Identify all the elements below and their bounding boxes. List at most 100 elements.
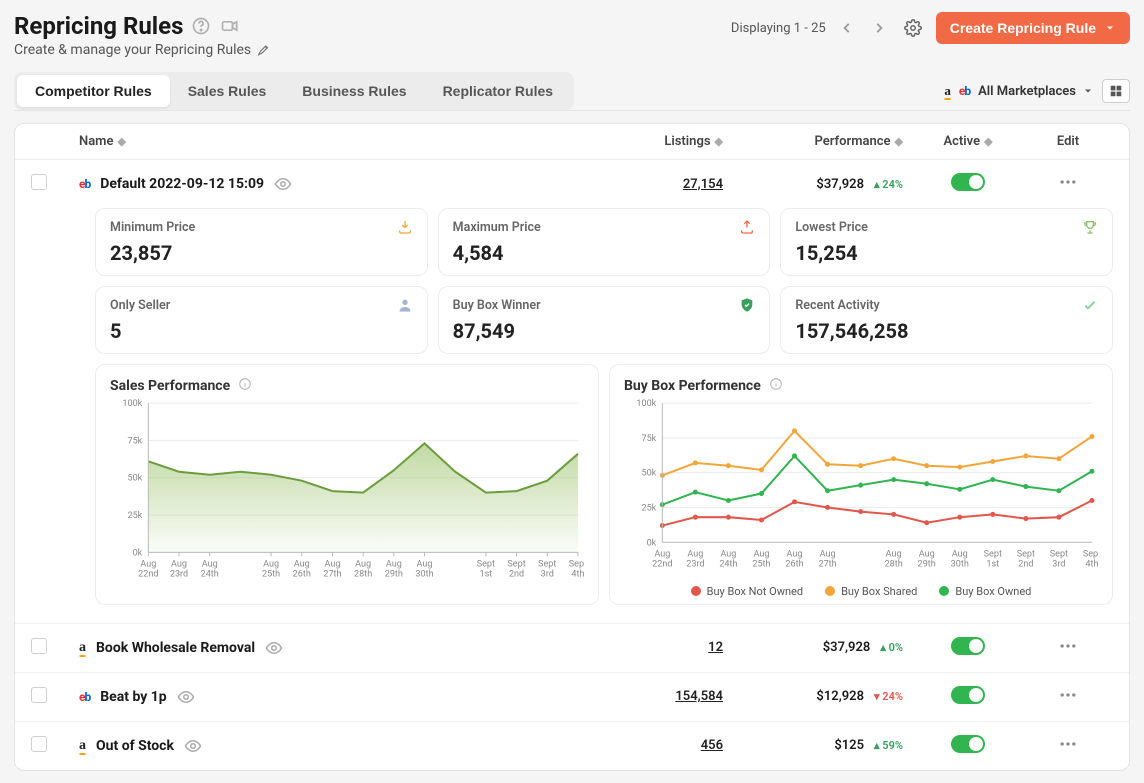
row-menu-button[interactable] xyxy=(1058,181,1078,196)
svg-text:2nd: 2nd xyxy=(1018,559,1033,569)
row-checkbox[interactable] xyxy=(31,174,47,190)
svg-text:Sept: Sept xyxy=(569,559,584,569)
shield-icon xyxy=(739,297,755,313)
rule-row: aBook Wholesale Removal12$37,928▴ 0% xyxy=(15,623,1129,672)
visibility-icon xyxy=(177,688,195,706)
svg-text:24th: 24th xyxy=(719,559,737,569)
performance-delta: ▴ 59% xyxy=(874,739,903,752)
pager-next-button[interactable] xyxy=(868,17,890,39)
settings-button[interactable] xyxy=(900,15,926,41)
rule-name-cell[interactable]: aBook Wholesale Removal xyxy=(79,639,583,657)
create-rule-button[interactable]: Create Repricing Rule xyxy=(936,12,1130,44)
svg-text:30th: 30th xyxy=(951,559,969,569)
tab-replicator-rules[interactable]: Replicator Rules xyxy=(425,75,571,107)
rule-name: Beat by 1p xyxy=(100,689,166,705)
performance-amount: $125 xyxy=(834,738,864,753)
svg-text:Aug: Aug xyxy=(952,549,968,559)
stat-value: 15,254 xyxy=(795,241,1098,265)
rule-name-cell[interactable]: eb Beat by 1p xyxy=(79,688,583,706)
svg-text:Aug: Aug xyxy=(263,559,279,569)
active-toggle[interactable] xyxy=(951,686,985,704)
tools-icon xyxy=(257,43,271,57)
svg-text:Aug: Aug xyxy=(171,559,187,569)
listings-link[interactable]: 12 xyxy=(708,640,723,655)
stat-card: Recent Activity157,546,258 xyxy=(780,286,1113,354)
svg-text:27th: 27th xyxy=(818,559,836,569)
layout-toggle-button[interactable] xyxy=(1102,79,1130,103)
svg-text:100k: 100k xyxy=(122,399,142,409)
info-icon[interactable] xyxy=(238,377,252,395)
rule-row: aOut of Stock 456 $125 ▴ 59% xyxy=(15,721,1129,770)
active-toggle[interactable] xyxy=(951,735,985,753)
ebay-icon: eb xyxy=(79,690,90,704)
ebay-icon: eb xyxy=(959,84,970,98)
stat-label: Only Seller xyxy=(110,298,170,313)
ebay-icon: eb xyxy=(79,177,90,191)
svg-text:Aug: Aug xyxy=(654,549,670,559)
svg-text:24th: 24th xyxy=(201,570,219,580)
stat-label: Minimum Price xyxy=(110,220,195,235)
svg-text:Aug: Aug xyxy=(787,549,803,559)
col-name[interactable]: Name◆ xyxy=(79,134,583,149)
active-toggle[interactable] xyxy=(951,173,985,191)
rule-row: eb Default 2022-09-12 15:09 27,154 $37,928 ▴… xyxy=(15,160,1129,208)
listings-link[interactable]: 456 xyxy=(701,738,723,753)
svg-text:Sept: Sept xyxy=(1083,549,1098,559)
svg-text:75k: 75k xyxy=(641,434,656,444)
info-icon[interactable] xyxy=(769,377,783,395)
rule-name-cell[interactable]: eb Default 2022-09-12 15:09 xyxy=(79,175,583,193)
svg-text:3rd: 3rd xyxy=(1052,559,1065,569)
svg-text:Sept: Sept xyxy=(984,549,1002,559)
performance-amount: $37,928 xyxy=(816,177,864,192)
tab-sales-rules[interactable]: Sales Rules xyxy=(170,75,285,107)
svg-text:Aug: Aug xyxy=(753,549,769,559)
active-toggle[interactable] xyxy=(951,637,985,655)
visibility-icon xyxy=(184,737,202,755)
stat-value: 5 xyxy=(110,319,413,343)
video-icon[interactable] xyxy=(219,16,241,36)
help-icon[interactable] xyxy=(191,16,211,36)
svg-text:22nd: 22nd xyxy=(652,559,672,569)
svg-text:50k: 50k xyxy=(127,474,142,484)
rule-name: Default 2022-09-12 15:09 xyxy=(100,176,264,192)
svg-text:Aug: Aug xyxy=(355,559,371,569)
col-performance[interactable]: Performance◆ xyxy=(733,134,913,149)
svg-text:25k: 25k xyxy=(641,503,656,513)
listings-link[interactable]: 27,154 xyxy=(683,177,723,192)
svg-text:Aug: Aug xyxy=(820,549,836,559)
performance-delta: ▴ 24% xyxy=(874,178,903,191)
svg-text:23rd: 23rd xyxy=(686,559,704,569)
svg-text:Sept: Sept xyxy=(1017,549,1035,559)
row-checkbox[interactable] xyxy=(31,638,47,654)
svg-text:Aug: Aug xyxy=(386,559,402,569)
listings-link[interactable]: 154,584 xyxy=(675,689,723,704)
row-menu-button[interactable] xyxy=(1058,743,1078,758)
marketplace-filter[interactable]: All Marketplaces xyxy=(978,84,1094,99)
svg-text:50k: 50k xyxy=(641,469,656,479)
svg-text:Aug: Aug xyxy=(919,549,935,559)
visibility-icon xyxy=(274,175,292,193)
tab-business-rules[interactable]: Business Rules xyxy=(284,75,424,107)
amazon-icon: a xyxy=(79,640,86,656)
performance-amount: $37,928 xyxy=(823,640,871,655)
pager-prev-button[interactable] xyxy=(836,17,858,39)
rule-name-cell[interactable]: aOut of Stock xyxy=(79,737,583,755)
col-active[interactable]: Active◆ xyxy=(913,134,1023,149)
performance-amount: $12,928 xyxy=(816,689,864,704)
svg-text:0k: 0k xyxy=(647,538,657,548)
row-menu-button[interactable] xyxy=(1058,645,1078,660)
stat-value: 23,857 xyxy=(110,241,413,265)
row-menu-button[interactable] xyxy=(1058,694,1078,709)
row-checkbox[interactable] xyxy=(31,736,47,752)
svg-text:75k: 75k xyxy=(127,436,142,446)
svg-text:1st: 1st xyxy=(480,570,493,580)
stat-label: Maximum Price xyxy=(453,220,541,235)
row-checkbox[interactable] xyxy=(31,687,47,703)
col-listings[interactable]: Listings◆ xyxy=(583,134,733,149)
svg-text:Sept: Sept xyxy=(507,559,525,569)
svg-text:29th: 29th xyxy=(385,570,403,580)
tab-competitor-rules[interactable]: Competitor Rules xyxy=(17,75,170,107)
svg-text:22nd: 22nd xyxy=(138,570,158,580)
stat-value: 157,546,258 xyxy=(795,319,1098,343)
svg-text:Aug: Aug xyxy=(687,549,703,559)
